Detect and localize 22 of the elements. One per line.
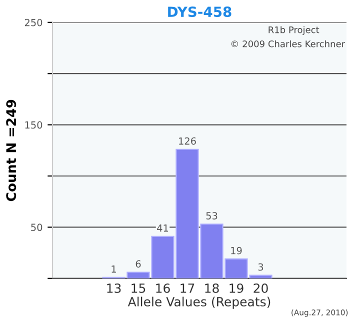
- data-label: 6: [136, 260, 141, 268]
- x-tick-label: 17: [180, 284, 194, 293]
- data-label: 19: [231, 246, 242, 254]
- annotation: © 2009 Charles Kerchner: [231, 40, 346, 48]
- x-axis-title: Allele Values (Repeats): [128, 296, 270, 309]
- x-tick-label: 15: [132, 284, 146, 293]
- data-label: 53: [206, 212, 218, 220]
- x-tick-label: 20: [254, 283, 268, 293]
- y-tick-label: 250: [24, 18, 42, 26]
- y-tick-label: 150: [25, 121, 42, 129]
- x-tick-label: 16: [156, 283, 170, 293]
- annotation: R1b Project: [268, 26, 320, 35]
- y-axis-title: Count N =249: [6, 100, 16, 202]
- x-tick-label: 13: [107, 283, 121, 293]
- data-label: 1: [112, 265, 116, 273]
- y-tick-label: 50: [31, 224, 42, 232]
- x-tick-label: 19: [230, 283, 244, 293]
- x-tick-label: 18: [205, 283, 219, 293]
- chart-title: DYS-458: [168, 6, 232, 18]
- data-label: 126: [179, 137, 196, 145]
- data-label: 3: [258, 263, 264, 271]
- data-label: 41: [157, 224, 168, 232]
